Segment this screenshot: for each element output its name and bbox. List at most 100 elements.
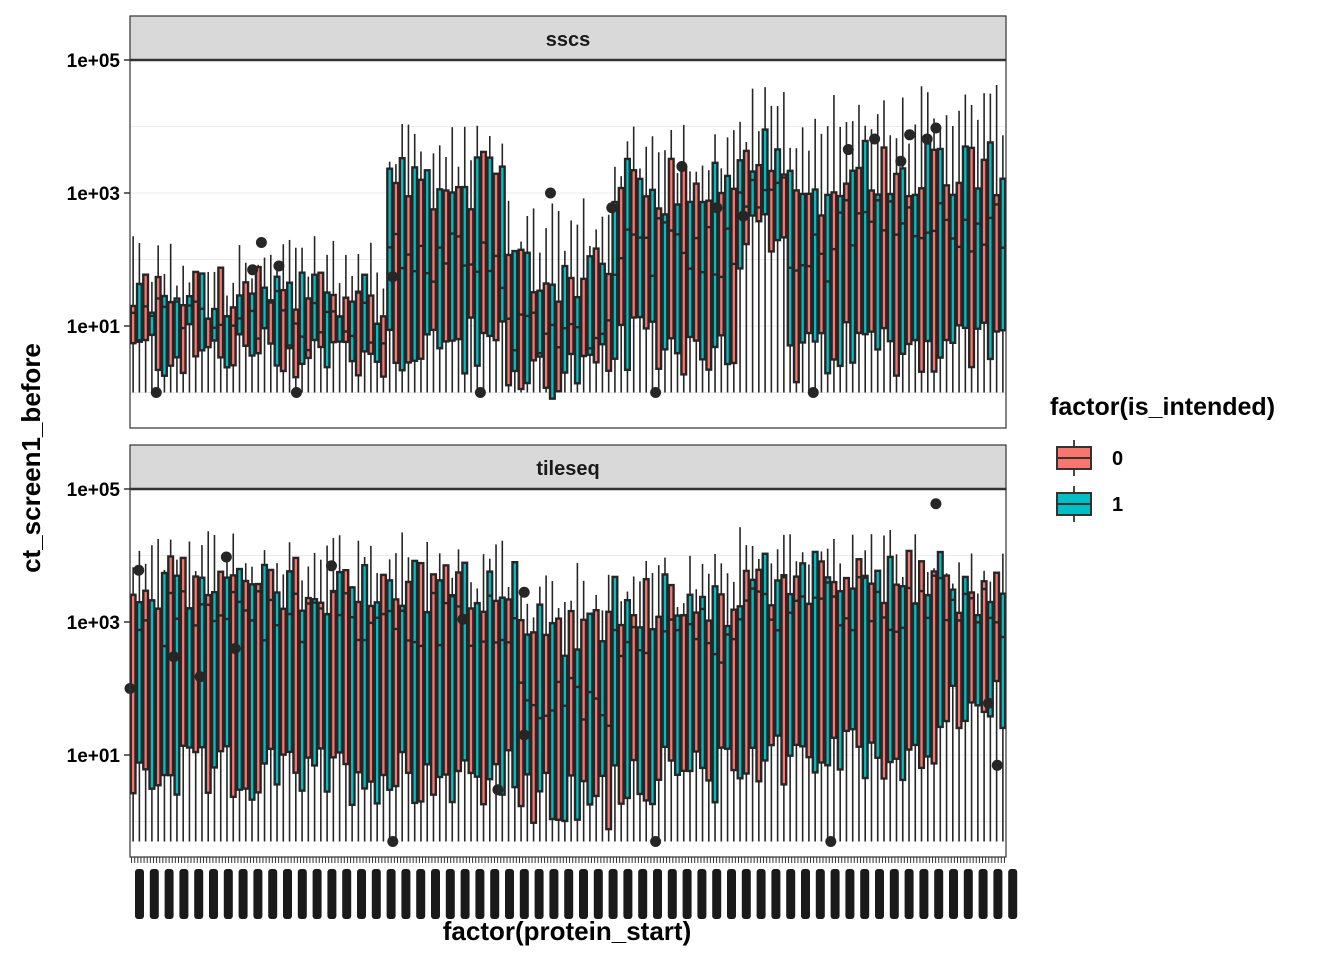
box <box>523 603 531 842</box>
y-tick-label: 1e+05 <box>67 51 121 72</box>
box <box>717 563 725 842</box>
box-body <box>367 294 375 355</box>
box-body <box>824 193 832 375</box>
box-body <box>561 654 569 823</box>
box-body <box>386 579 394 791</box>
box-body <box>943 184 951 342</box>
box <box>204 531 212 842</box>
box-body <box>173 574 181 796</box>
box-body <box>717 593 725 749</box>
box <box>924 572 932 842</box>
box <box>611 166 619 393</box>
box <box>686 171 694 393</box>
box-body <box>817 214 825 335</box>
box-body <box>204 593 212 794</box>
box <box>742 545 750 842</box>
box <box>267 254 275 393</box>
strip-background <box>129 444 1007 490</box>
box <box>436 145 444 393</box>
box-body <box>580 618 588 783</box>
box-body <box>817 560 825 764</box>
outlier-point <box>518 729 530 741</box>
box <box>417 561 425 842</box>
box <box>542 228 550 393</box>
box <box>580 580 588 842</box>
box-body <box>229 574 237 799</box>
box-body <box>761 552 769 762</box>
box-body <box>917 187 926 373</box>
box <box>636 168 644 393</box>
x-tick-label-cluster <box>801 869 810 919</box>
box-body <box>561 264 569 374</box>
box-body <box>135 601 143 764</box>
box-body <box>636 626 644 796</box>
box <box>229 282 237 393</box>
box-body <box>767 169 775 253</box>
box-body <box>667 583 675 762</box>
facet-panel-sscs: sscs 1e+01 1e+03 1e+05 <box>67 15 1007 429</box>
box-body <box>968 146 976 369</box>
box-body <box>867 189 876 333</box>
box-body <box>673 203 682 355</box>
box-body <box>980 158 988 324</box>
box-body <box>329 589 337 759</box>
box <box>517 596 525 842</box>
box <box>824 126 832 393</box>
box <box>473 588 481 842</box>
box-body <box>955 181 963 327</box>
box <box>943 115 951 393</box>
y-axis-title: ct_screen1_before <box>16 343 46 573</box>
box <box>492 172 500 393</box>
box-body <box>548 622 556 821</box>
box-body <box>886 555 894 764</box>
box <box>479 554 488 842</box>
box <box>467 582 475 842</box>
box-body <box>961 145 969 330</box>
box-body <box>473 601 481 778</box>
box-body <box>442 564 450 776</box>
box <box>605 214 613 393</box>
box-body <box>273 275 281 367</box>
x-tick-label-cluster <box>1008 869 1018 919</box>
box <box>780 534 788 842</box>
box <box>267 568 275 842</box>
box-body <box>824 576 832 767</box>
strip-label: sscs <box>546 29 591 51</box>
box-body <box>548 283 556 400</box>
box-body <box>329 293 337 344</box>
legend-label: 1 <box>1112 494 1123 516</box>
box-body <box>943 574 951 723</box>
box-body <box>404 580 412 775</box>
box-body <box>511 560 519 789</box>
box <box>198 272 206 393</box>
x-tick-label-cluster <box>519 869 529 919</box>
box-body <box>761 128 769 216</box>
box <box>354 253 362 393</box>
box-body <box>880 146 888 330</box>
x-tick-label-cluster <box>593 869 603 919</box>
box <box>905 143 913 393</box>
box-body <box>198 272 206 352</box>
box <box>423 541 431 842</box>
x-tick-label-cluster <box>505 869 514 919</box>
box-body <box>179 556 187 747</box>
box <box>961 94 969 393</box>
box <box>980 93 988 393</box>
box <box>142 563 150 842</box>
x-tick-label-cluster <box>889 869 899 919</box>
outlier-point <box>650 387 662 398</box>
x-tick-label-cluster <box>993 869 1003 919</box>
box-body <box>573 295 581 385</box>
box <box>661 150 669 393</box>
box <box>724 573 732 842</box>
box-body <box>680 165 688 376</box>
box-body <box>392 598 400 788</box>
box-body <box>911 193 919 342</box>
x-tick-label-cluster <box>416 869 426 919</box>
box <box>530 208 538 393</box>
box-body <box>436 579 444 779</box>
box <box>623 591 631 842</box>
box-body <box>949 193 957 345</box>
box-body <box>686 593 694 773</box>
box-body <box>223 315 231 369</box>
